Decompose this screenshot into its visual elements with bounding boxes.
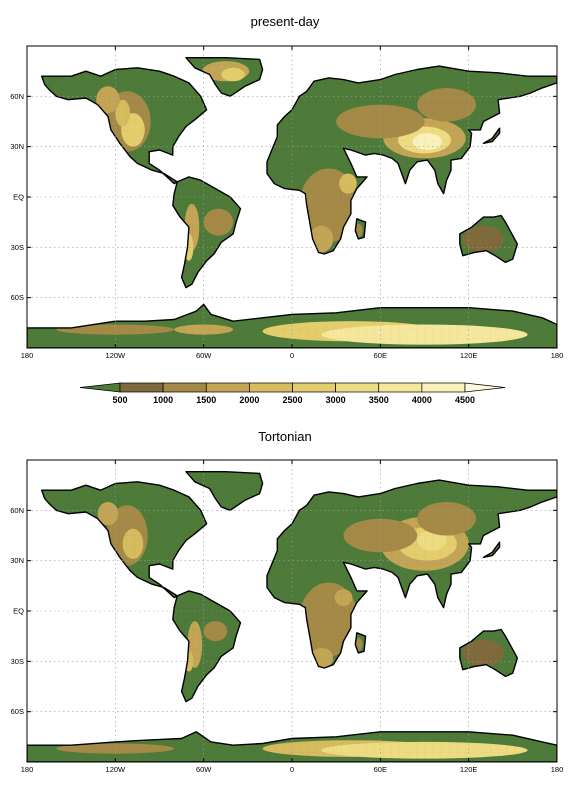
- elevation-cell: [203, 621, 228, 642]
- y-tick-label: 60N: [10, 506, 24, 515]
- colorbar-segment: [292, 382, 336, 393]
- colorbar: 500 1000 1500 2000 2500 3000 3500 4000 4500: [79, 382, 506, 405]
- y-tick-label: 30N: [10, 556, 24, 565]
- elevation-cell: [339, 173, 357, 194]
- colorbar-segment: [249, 382, 293, 393]
- x-tick-label: 180: [551, 351, 564, 360]
- land-japan: [483, 542, 500, 558]
- land-southAmerica: [172, 590, 241, 702]
- y-tick-label: 60N: [10, 92, 24, 101]
- map-panel-tortonian: 180 120W 60W 0 60E 120E 180 60N 30N EQ 30S 60S: [10, 459, 564, 774]
- x-tick-label: 120W: [106, 351, 127, 360]
- y-tick-label: 30S: [11, 657, 24, 666]
- elevation-cell: [417, 530, 447, 551]
- elevation-cell: [221, 67, 245, 82]
- colorbar-tick-label: 2000: [239, 395, 259, 405]
- y-tick-label: 30S: [11, 243, 24, 252]
- elevation-cell: [417, 501, 477, 536]
- colorbar-tick-label: 3000: [326, 395, 346, 405]
- y-tick-label: 60S: [11, 707, 24, 716]
- y-tick-label: EQ: [13, 607, 24, 616]
- elevation-cell: [97, 501, 119, 526]
- elevation-cell: [417, 87, 477, 122]
- colorbar-segment: [119, 382, 164, 393]
- colorbar-tick-label: 500: [112, 395, 127, 405]
- colorbar-tick-label: 2500: [282, 395, 302, 405]
- y-tick-label: 60S: [11, 293, 24, 302]
- colorbar-tick-label: 4500: [455, 395, 475, 405]
- colorbar-segment: [464, 382, 506, 393]
- x-tick-label: 60W: [196, 765, 212, 774]
- colorbar-segment: [421, 382, 466, 393]
- x-tick-label: 60E: [374, 765, 387, 774]
- elevation-cell: [462, 225, 504, 253]
- x-tick-label: 180: [21, 765, 34, 774]
- x-tick-label: 0: [290, 765, 294, 774]
- x-tick-label: 120W: [106, 765, 127, 774]
- elevation-cell: [115, 99, 131, 127]
- chart-title-tortonian: Tortonian: [258, 429, 312, 444]
- colorbar-tick-label: 3500: [369, 395, 389, 405]
- y-tick-label: EQ: [13, 193, 24, 202]
- elevation-cell: [96, 86, 120, 114]
- x-tick-label: 0: [290, 351, 294, 360]
- elevation-cell: [336, 104, 425, 139]
- elevation-cell: [203, 208, 234, 236]
- colorbar-segment: [79, 382, 121, 393]
- map-panel-present-day: 180 120W 60W 0 60E 120E 180 60N 30N EQ 30S 60S: [10, 45, 564, 360]
- x-tick-label: 180: [21, 351, 34, 360]
- elevation-cell: [334, 589, 353, 606]
- colorbar-tick-label: 1000: [153, 395, 173, 405]
- elevation-cell: [343, 518, 418, 553]
- elevation-cell: [122, 528, 144, 559]
- chart-title-present-day: present-day: [250, 14, 320, 29]
- x-tick-label: 60W: [196, 351, 212, 360]
- elevation-cell: [321, 324, 528, 345]
- colorbar-segment: [162, 382, 207, 393]
- colorbar-tick-label: 4000: [412, 395, 432, 405]
- colorbar-segment: [378, 382, 423, 393]
- y-tick-label: 30N: [10, 142, 24, 151]
- elevation-cell: [412, 133, 443, 151]
- colorbar-segment: [335, 382, 380, 393]
- x-tick-label: 120E: [460, 351, 478, 360]
- x-tick-label: 60E: [374, 351, 387, 360]
- elevation-cell: [462, 639, 504, 667]
- land-japan: [483, 128, 500, 144]
- elevation-cell: [321, 741, 528, 759]
- colorbar-segment: [205, 382, 250, 393]
- colorbar-tick-label: 1500: [196, 395, 216, 405]
- x-tick-label: 120E: [460, 765, 478, 774]
- x-tick-label: 180: [551, 765, 564, 774]
